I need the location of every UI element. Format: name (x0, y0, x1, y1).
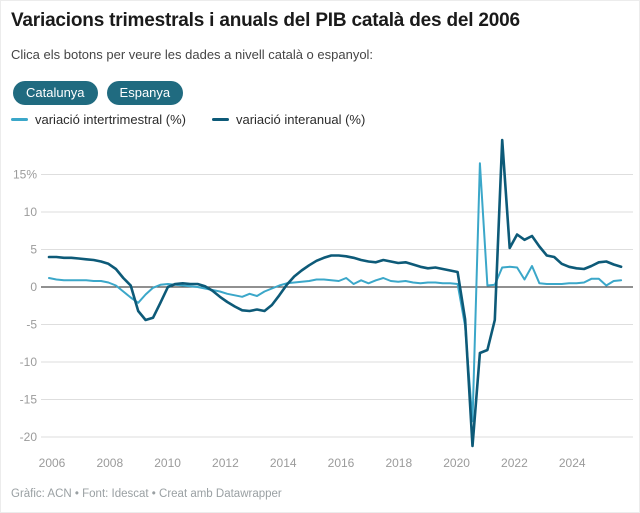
x-axis-tick-label: 2006 (39, 456, 66, 470)
legend-label: variació intertrimestral (%) (35, 112, 186, 127)
y-axis-tick-label: 10 (24, 205, 38, 219)
region-button-group: Catalunya Espanya (13, 81, 184, 105)
page-title: Variacions trimestrals i anuals del PIB … (11, 10, 520, 31)
x-axis-tick-label: 2012 (212, 456, 239, 470)
y-axis-tick-label: 0 (30, 280, 37, 294)
line-swatch-icon (11, 118, 28, 121)
x-axis-tick-label: 2008 (96, 456, 123, 470)
legend: variació intertrimestral (%) variació in… (11, 112, 365, 127)
x-axis-tick-label: 2010 (154, 456, 181, 470)
y-axis-tick-label: -10 (20, 355, 38, 369)
y-axis-tick-label: 5 (30, 243, 37, 257)
series-line-intertrimestral[interactable] (48, 162, 623, 423)
series-line-interanual[interactable] (47, 138, 623, 448)
catalunya-button[interactable]: Catalunya (13, 81, 98, 105)
y-axis-tick-label: 15% (13, 168, 37, 182)
line-swatch-icon (211, 118, 229, 121)
attribution-footer: Gràfic: ACN • Font: Idescat • Creat amb … (11, 488, 282, 500)
y-axis-tick-label: -20 (20, 430, 38, 444)
y-axis-tick-label: -5 (26, 318, 37, 332)
espanya-button[interactable]: Espanya (106, 81, 184, 105)
x-axis-tick-label: 2024 (559, 456, 586, 470)
legend-item-intertrimestral: variació intertrimestral (%) (11, 112, 186, 127)
x-axis-tick-label: 2022 (501, 456, 528, 470)
legend-item-interanual: variació interanual (%) (211, 112, 366, 127)
x-axis-tick-label: 2018 (385, 456, 412, 470)
legend-label: variació interanual (%) (235, 112, 366, 127)
chart-subtitle: Clica els botons per veure les dades a n… (11, 47, 374, 62)
x-axis-tick-label: 2016 (328, 456, 355, 470)
x-axis-tick-label: 2014 (270, 456, 297, 470)
y-axis-tick-label: -15 (20, 393, 38, 407)
x-axis-tick-label: 2020 (443, 456, 470, 470)
